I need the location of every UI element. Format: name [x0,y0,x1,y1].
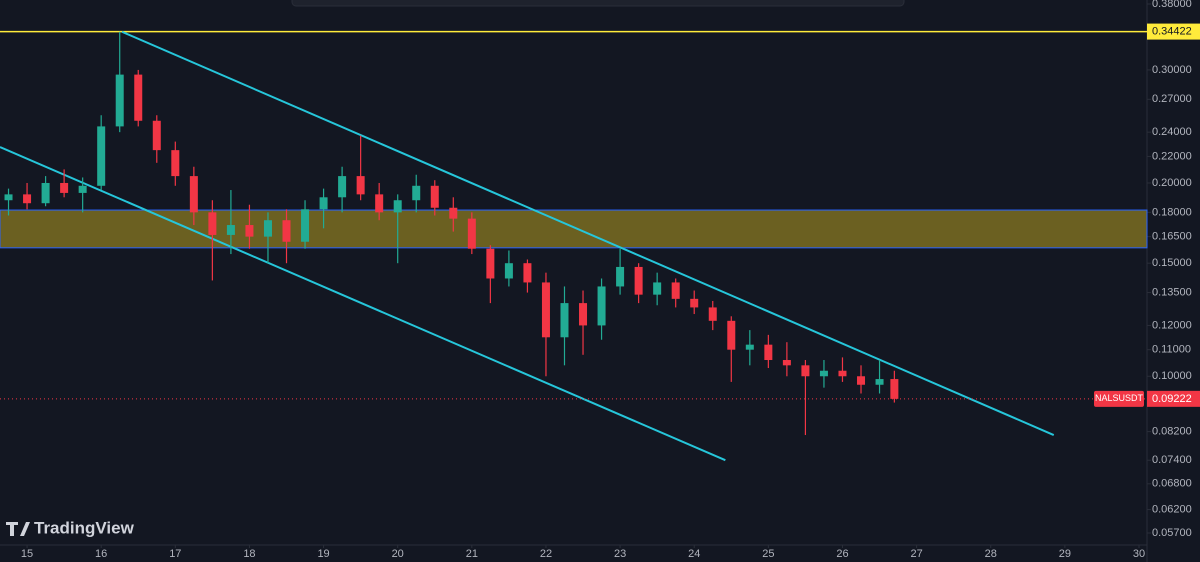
y-tick-label: 0.24000 [1152,126,1192,138]
candle-body [301,209,310,242]
watermark: TradingView [6,518,135,537]
candle-body [486,248,495,279]
candle-body [727,320,736,350]
last-price-label: 0.09222 [1152,393,1192,405]
candle-body [671,282,680,299]
candle-body [616,266,625,287]
candle-body [449,207,458,219]
candle-body [838,370,847,377]
candles [4,31,899,436]
y-tick-label: 0.12000 [1152,319,1192,331]
y-tick-label: 0.22000 [1152,150,1192,162]
x-tick-label: 22 [540,548,552,560]
x-tick-label: 21 [466,548,478,560]
y-tick-label: 0.11000 [1152,344,1191,356]
y-tick-label: 0.06200 [1152,503,1192,515]
candle-body [282,220,291,242]
x-tick-label: 17 [169,548,181,560]
zone [0,209,1148,249]
y-tick-label: 0.10000 [1152,370,1192,382]
candle-body [134,74,143,121]
toolbar-stub[interactable] [291,0,905,7]
x-tick-label: 28 [985,548,997,560]
x-tick-label: 20 [392,548,404,560]
candle-body [653,282,662,295]
candle-body [356,176,365,195]
candle-body [208,212,217,235]
candle-body [319,197,328,210]
candle-body [115,74,124,127]
candle-body [152,120,161,151]
x-tick-label: 29 [1059,548,1071,560]
candle-body [875,379,884,385]
x-tick-label: 23 [614,548,626,560]
y-tick-label: 0.06800 [1152,478,1192,490]
logo [6,522,30,536]
candle-body [597,286,606,326]
last-price-label-bg [1147,390,1200,407]
y-tick-label: 0.08200 [1152,426,1192,438]
candle-body [560,303,569,338]
trendline [121,30,1055,436]
y-tick-label: 0.20000 [1152,177,1192,189]
symbol-label-bg [1094,390,1144,407]
candle-body [579,303,588,326]
candle-body [523,263,532,283]
y-tick-label: 0.18000 [1152,206,1192,218]
x-tick-label: 25 [762,548,774,560]
candle-body [263,220,272,237]
y-tick-label: 0.07400 [1152,454,1192,466]
y-tick-label: 0.27000 [1152,93,1192,105]
candle-body [23,194,32,204]
candle-body [375,194,384,213]
candle-body [226,225,235,235]
horizontal-line-label-bg [1147,23,1200,40]
candle-body [467,218,476,249]
candle-body [541,282,550,338]
x-tick-label: 26 [836,548,848,560]
y-tick-label: 0.38000 [1152,0,1192,10]
candle-body [690,298,699,308]
y-tick-label: 0.13500 [1152,286,1192,298]
y-tick-label: 0.16500 [1152,231,1192,243]
candle-body [782,360,791,366]
candle-body [504,263,513,279]
candle-body [338,176,347,198]
candle-body [745,344,754,350]
horizontal-line-label: 0.34422 [1152,25,1192,37]
candle-body [60,182,69,193]
candle-body [245,225,254,237]
x-tick-label: 16 [95,548,107,560]
candle-body [764,344,773,361]
candle-body [4,194,13,201]
candle-body [819,370,828,377]
candle-body [78,185,87,193]
x-tick-label: 30 [1133,548,1145,560]
candle-body [393,200,402,213]
candle-body [430,185,439,208]
y-tick-label: 0.15000 [1152,257,1192,269]
x-tick-label: 24 [688,548,700,560]
trendline [0,146,726,462]
candle-body [41,182,50,204]
x-tick-label: 27 [910,548,922,560]
x-tick-label: 19 [317,548,329,560]
symbol-label: NALSUSDT [1095,393,1144,403]
candle-body [708,307,717,321]
candle-body [890,379,899,399]
candle-body [634,266,643,295]
candle-body [412,185,421,201]
watermark-text: TradingView [34,518,135,537]
x-tick-label: 18 [243,548,255,560]
x-tick-label: 15 [21,548,33,560]
candle-body [171,150,180,177]
y-tick-label: 0.05700 [1152,527,1192,539]
candle-body [189,176,198,213]
candle-body [97,126,106,186]
y-tick-label: 0.30000 [1152,64,1192,76]
candle-body [857,376,866,385]
candle-body [801,365,810,377]
